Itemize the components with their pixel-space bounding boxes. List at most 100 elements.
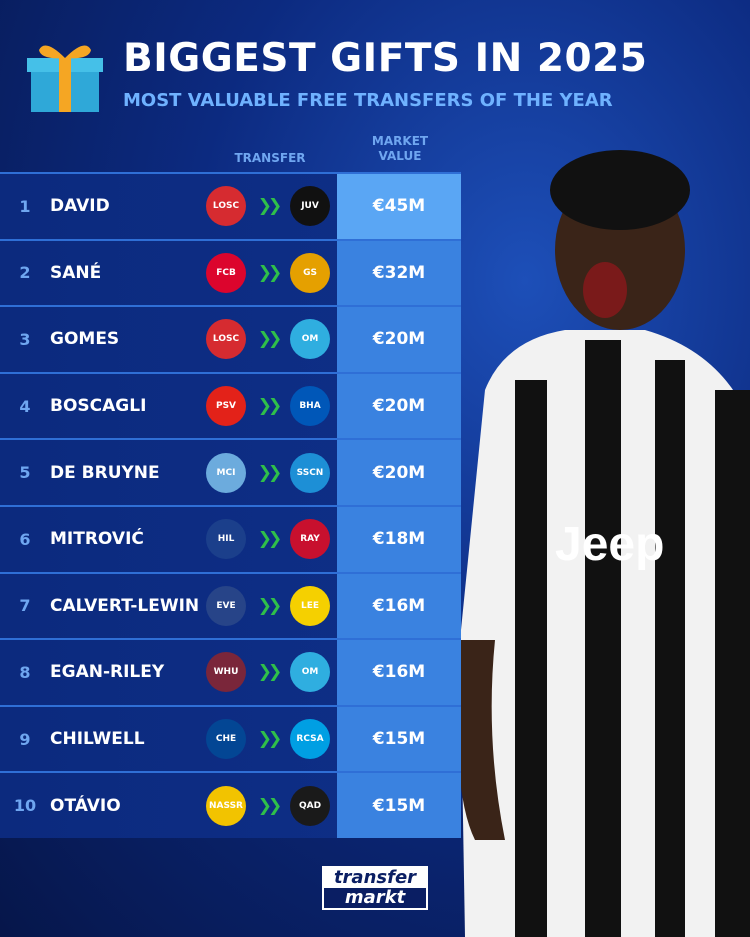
market-value: €15M: [337, 706, 461, 772]
rank: 8: [19, 662, 31, 682]
market-value: €20M: [337, 307, 461, 372]
to-club-badge-icon: RAY: [290, 519, 330, 560]
transfers-table: 1 DAVID LOSC ❯❯ JUV €45M 2 SANÉ FCB ❯❯ GS…: [0, 172, 461, 838]
table-row: 2 SANÉ FCB ❯❯ GS €32M: [0, 238, 461, 306]
rank: 4: [19, 396, 31, 416]
rank: 2: [19, 263, 31, 283]
table-row: 8 EGAN-RILEY WHU ❯❯ OM €16M: [0, 638, 461, 705]
player-name: EGAN-RILEY: [50, 662, 165, 683]
from-club-badge-icon: LOSC: [206, 186, 246, 227]
from-club: MCI: [216, 467, 236, 478]
market-value: €20M: [337, 373, 461, 439]
to-club: OM: [301, 334, 319, 345]
to-club: LEE: [300, 600, 320, 611]
rank: 7: [19, 596, 31, 616]
player-name: DAVID: [50, 196, 110, 217]
column-header-market: MARKET: [371, 134, 429, 148]
to-club: SSCN: [296, 467, 324, 478]
page-title: BIGGEST GIFTS IN 2025: [123, 36, 648, 81]
to-club-badge-icon: BHA: [290, 386, 330, 427]
player-name: MITROVIĆ: [50, 529, 144, 550]
column-header-value: VALUE: [378, 149, 422, 163]
table-row: 10 OTÁVIO NASSR ❯❯ QAD €15M: [0, 771, 461, 838]
from-club: PSV: [215, 401, 237, 412]
player-name: DE BRUYNE: [50, 462, 160, 483]
double-chevron-right-icon: ❯❯: [257, 729, 283, 750]
double-chevron-right-icon: ❯❯: [257, 262, 283, 283]
logo-line-2: markt: [324, 888, 426, 908]
table-row: 9 CHILWELL CHE ❯❯ RCSA €15M: [0, 704, 461, 772]
table-row: 6 MITROVIĆ HIL ❯❯ RAY €18M: [0, 504, 461, 572]
from-club-badge-icon: NASSR: [206, 785, 246, 826]
from-club: HIL: [217, 534, 235, 545]
from-club-badge-icon: LOSC: [206, 319, 246, 360]
market-value: €16M: [337, 640, 461, 705]
from-club: FCB: [216, 267, 236, 278]
rank: 1: [19, 196, 31, 216]
from-club-badge-icon: PSV: [206, 386, 246, 427]
double-chevron-right-icon: ❯❯: [257, 595, 283, 616]
to-club-badge-icon: SSCN: [290, 452, 330, 493]
to-club-badge-icon: LEE: [290, 585, 330, 626]
to-club-badge-icon: GS: [290, 252, 330, 293]
to-club-badge-icon: JUV: [290, 186, 330, 227]
column-header-market-value: MARKET VALUE: [360, 134, 440, 164]
double-chevron-right-icon: ❯❯: [257, 196, 283, 217]
from-club-badge-icon: WHU: [206, 652, 246, 693]
rank: 5: [19, 463, 31, 483]
market-value: €32M: [337, 240, 461, 306]
from-club-badge-icon: FCB: [206, 252, 246, 293]
to-club: QAD: [298, 800, 322, 811]
to-club: RAY: [300, 534, 320, 545]
rank: 10: [13, 796, 37, 816]
column-header-transfer: TRANSFER: [234, 151, 306, 165]
table-row: 5 DE BRUYNE MCI ❯❯ SSCN €20M: [0, 438, 461, 505]
player-name: SANÉ: [50, 262, 102, 283]
from-club: LOSC: [212, 334, 240, 345]
from-club-badge-icon: EVE: [206, 585, 246, 626]
logo-line-1: transfer: [324, 868, 426, 888]
transfermarkt-logo: transfer markt: [322, 866, 428, 910]
gift-icon: [27, 45, 103, 112]
to-club: BHA: [299, 401, 321, 412]
from-club-badge-icon: CHE: [206, 719, 246, 760]
player-name: OTÁVIO: [50, 795, 121, 816]
double-chevron-right-icon: ❯❯: [257, 529, 283, 550]
from-club: CHE: [215, 734, 237, 745]
from-club-badge-icon: HIL: [206, 519, 246, 560]
player-name: CALVERT-LEWIN: [50, 595, 200, 616]
double-chevron-right-icon: ❯❯: [257, 795, 283, 816]
table-row: 1 DAVID LOSC ❯❯ JUV €45M: [0, 172, 461, 239]
market-value: €18M: [337, 506, 461, 572]
from-club: WHU: [213, 667, 239, 678]
market-value: €20M: [337, 440, 461, 505]
from-club-badge-icon: MCI: [206, 452, 246, 493]
to-club-badge-icon: QAD: [290, 785, 330, 826]
rank: 9: [19, 729, 31, 749]
to-club-badge-icon: OM: [290, 652, 330, 693]
page-subtitle: MOST VALUABLE FREE TRANSFERS OF THE YEAR: [123, 90, 613, 111]
market-value: €45M: [337, 174, 461, 239]
player-photo: Jeep: [457, 150, 750, 937]
player-name: GOMES: [50, 329, 120, 350]
svg-text:Jeep: Jeep: [555, 518, 664, 571]
to-club: JUV: [301, 201, 319, 212]
double-chevron-right-icon: ❯❯: [257, 396, 283, 417]
market-value: €15M: [337, 773, 461, 838]
rank: 6: [19, 529, 31, 549]
double-chevron-right-icon: ❯❯: [257, 462, 283, 483]
from-club: LOSC: [212, 201, 240, 212]
from-club: NASSR: [209, 800, 243, 811]
table-row: 4 BOSCAGLI PSV ❯❯ BHA €20M: [0, 371, 461, 439]
table-row: 3 GOMES LOSC ❯❯ OM €20M: [0, 305, 461, 372]
market-value: €16M: [337, 573, 461, 639]
player-name: BOSCAGLI: [50, 396, 147, 417]
to-club: OM: [301, 667, 319, 678]
to-club: RCSA: [296, 734, 324, 745]
double-chevron-right-icon: ❯❯: [257, 329, 283, 350]
rank: 3: [19, 329, 31, 349]
to-club-badge-icon: RCSA: [290, 719, 330, 760]
to-club: GS: [303, 267, 317, 278]
table-row: 7 CALVERT-LEWIN EVE ❯❯ LEE €16M: [0, 571, 461, 639]
to-club-badge-icon: OM: [290, 319, 330, 360]
